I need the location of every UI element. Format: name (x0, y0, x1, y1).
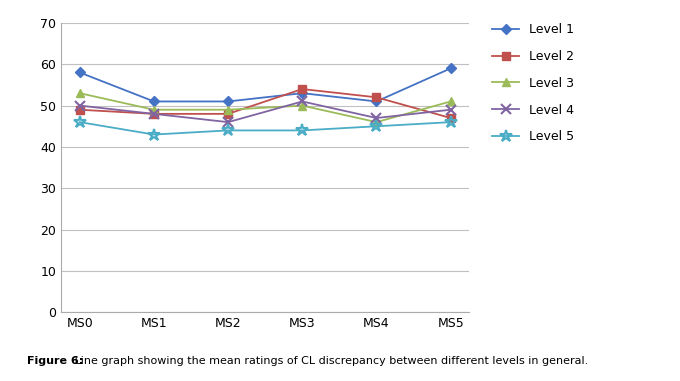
Level 5 (447, 120, 455, 125)
Level 2 (299, 87, 307, 91)
Level 5 (150, 132, 158, 137)
Level 3 (299, 103, 307, 108)
Line: Level 4: Level 4 (75, 97, 456, 127)
Text: Line graph showing the mean ratings of CL discrepancy between different levels i: Line graph showing the mean ratings of C… (71, 356, 588, 366)
Level 1 (224, 99, 232, 104)
Level 2 (447, 116, 455, 120)
Level 1 (373, 99, 381, 104)
Level 2 (150, 112, 158, 116)
Level 4 (75, 103, 84, 108)
Level 5 (373, 124, 381, 128)
Level 4 (299, 99, 307, 104)
Level 2 (75, 107, 84, 112)
Level 4 (373, 116, 381, 120)
Level 1 (150, 99, 158, 104)
Level 3 (373, 120, 381, 125)
Level 5 (299, 128, 307, 133)
Level 3 (447, 99, 455, 104)
Line: Level 3: Level 3 (75, 89, 455, 126)
Level 1 (75, 70, 84, 75)
Level 4 (224, 120, 232, 125)
Line: Level 5: Level 5 (73, 116, 457, 141)
Level 1 (299, 91, 307, 96)
Legend: Level 1, Level 2, Level 3, Level 4, Level 5: Level 1, Level 2, Level 3, Level 4, Leve… (492, 23, 575, 143)
Level 3 (150, 107, 158, 112)
Level 4 (150, 112, 158, 116)
Level 4 (447, 107, 455, 112)
Level 2 (224, 112, 232, 116)
Line: Level 1: Level 1 (76, 65, 454, 105)
Level 5 (75, 120, 84, 125)
Level 2 (373, 95, 381, 99)
Level 3 (75, 91, 84, 96)
Text: Figure 6:: Figure 6: (27, 356, 84, 366)
Level 5 (224, 128, 232, 133)
Level 3 (224, 107, 232, 112)
Level 1 (447, 66, 455, 70)
Line: Level 2: Level 2 (75, 85, 455, 122)
